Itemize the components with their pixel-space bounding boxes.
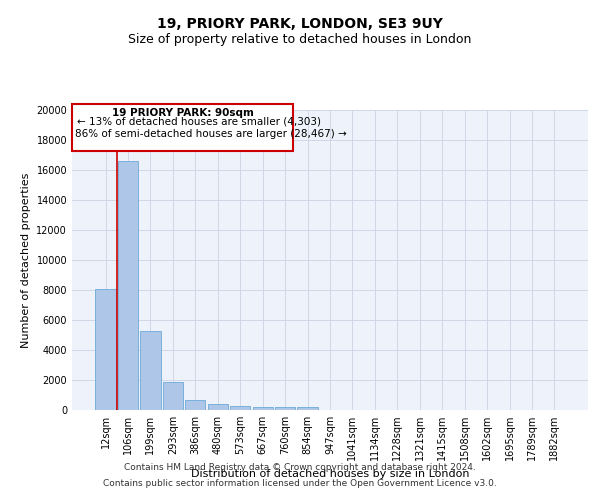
Bar [163, 382, 183, 410]
Y-axis label: Number of detached properties: Number of detached properties [21, 172, 31, 348]
Bar [298, 408, 317, 410]
Bar [118, 161, 138, 410]
Bar [185, 400, 205, 410]
Bar [208, 404, 228, 410]
Bar [253, 406, 273, 410]
Text: 19 PRIORY PARK: 90sqm: 19 PRIORY PARK: 90sqm [112, 108, 254, 118]
Bar [140, 330, 161, 410]
Text: Contains HM Land Registry data © Crown copyright and database right 2024.: Contains HM Land Registry data © Crown c… [124, 464, 476, 472]
Bar [95, 288, 116, 410]
Bar [275, 407, 295, 410]
X-axis label: Distribution of detached houses by size in London: Distribution of detached houses by size … [191, 468, 469, 478]
Text: Size of property relative to detached houses in London: Size of property relative to detached ho… [128, 32, 472, 46]
Text: Contains public sector information licensed under the Open Government Licence v3: Contains public sector information licen… [103, 478, 497, 488]
Text: ← 13% of detached houses are smaller (4,303): ← 13% of detached houses are smaller (4,… [77, 117, 321, 127]
FancyBboxPatch shape [72, 104, 293, 150]
Text: 86% of semi-detached houses are larger (28,467) →: 86% of semi-detached houses are larger (… [74, 129, 346, 139]
Text: 19, PRIORY PARK, LONDON, SE3 9UY: 19, PRIORY PARK, LONDON, SE3 9UY [157, 18, 443, 32]
Bar [230, 406, 250, 410]
